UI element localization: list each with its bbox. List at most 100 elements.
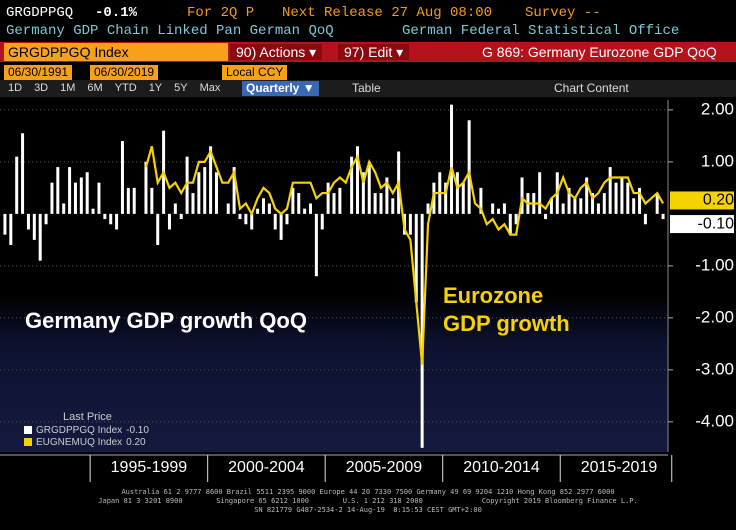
ticker: GRGDPPGQ <box>6 5 74 21</box>
bar <box>26 213 30 230</box>
bar <box>414 213 418 303</box>
bar <box>256 208 260 214</box>
currency[interactable]: Local CCY <box>222 65 288 80</box>
bar <box>267 203 271 214</box>
footer-line: Japan 81 3 3201 8900 Singapore 65 6212 1… <box>98 497 638 505</box>
bar <box>73 182 77 214</box>
bar <box>167 213 171 230</box>
range-button[interactable]: 1M <box>60 82 76 94</box>
range-button[interactable]: Max <box>199 82 221 94</box>
last-value-label: -0.10 <box>698 215 735 232</box>
y-tick-label: 1.00 <box>701 151 734 170</box>
range-bar <box>0 80 736 97</box>
start-date[interactable]: 06/30/1991 <box>4 65 73 80</box>
bar <box>209 146 213 214</box>
bar <box>579 198 583 214</box>
bar <box>461 182 465 214</box>
annotation: Eurozone <box>443 283 543 308</box>
security[interactable]: GRGDPPGQ Index <box>4 43 228 61</box>
bar <box>361 172 365 214</box>
x-period-label: 1995-1999 <box>111 459 188 476</box>
bar <box>285 213 289 225</box>
range-button[interactable]: YTD <box>114 82 137 94</box>
legend-entry: GRGDPPGQ Index -0.10 <box>36 425 149 436</box>
period: For 2Q P <box>187 5 255 21</box>
bar <box>549 198 553 214</box>
bar <box>514 213 518 225</box>
bar <box>561 203 565 214</box>
last-value-box <box>670 215 734 234</box>
bar <box>420 213 424 448</box>
bar <box>109 213 113 225</box>
bar <box>379 193 383 214</box>
bar <box>238 213 242 220</box>
legend-swatch <box>24 426 32 434</box>
bar <box>308 203 312 214</box>
bar <box>467 120 471 214</box>
range-button[interactable]: 1D <box>8 82 23 94</box>
bar <box>191 193 195 214</box>
legend-value: -0.10 <box>126 425 149 436</box>
bar <box>602 193 606 214</box>
chart-content-button[interactable]: Chart Content <box>554 81 629 95</box>
bar <box>291 187 295 214</box>
x-period-label: 2010-2014 <box>463 459 540 476</box>
bar <box>62 203 66 214</box>
bar <box>21 133 25 214</box>
bar <box>203 167 207 214</box>
bar <box>408 213 412 235</box>
bar <box>591 193 595 214</box>
legend-name: EUGNEMUQ Index <box>36 437 122 448</box>
bar <box>126 187 130 214</box>
edit-button[interactable]: 97) Edit ▾ <box>338 44 410 60</box>
bar <box>156 213 160 246</box>
table-button[interactable]: Table <box>352 81 381 95</box>
bar <box>132 187 136 214</box>
bar <box>85 172 89 214</box>
actions-button[interactable]: 90) Actions ▾ <box>230 44 323 60</box>
bar <box>585 177 589 214</box>
bar <box>15 156 19 214</box>
bar <box>214 172 218 214</box>
bar <box>596 203 600 214</box>
range-button[interactable]: 6M <box>87 82 103 94</box>
bar <box>332 193 336 214</box>
bar <box>97 182 101 214</box>
bar <box>68 167 72 214</box>
footer: Australia 61 2 9777 8600 Brazil 5511 239… <box>0 486 736 530</box>
bar <box>491 203 495 214</box>
end-date[interactable]: 06/30/2019 <box>90 65 159 80</box>
bar <box>608 167 612 214</box>
range-button[interactable]: 1Y <box>148 82 163 94</box>
footer-line: Australia 61 2 9777 8600 Brazil 5511 239… <box>121 488 615 496</box>
bar <box>144 161 148 214</box>
bar <box>655 193 659 214</box>
bar <box>179 213 183 220</box>
bar <box>391 198 395 214</box>
bar <box>620 177 624 214</box>
bar <box>497 208 501 214</box>
bar <box>50 182 54 214</box>
bar <box>226 203 230 214</box>
x-period-label: 2005-2009 <box>346 459 423 476</box>
footer-line: SN 821779 G487-2534-2 14-Aug-19 8:15:53 … <box>254 506 482 514</box>
bar <box>444 182 448 214</box>
bar <box>338 187 342 214</box>
legend-name: GRGDPPGQ Index <box>36 425 122 436</box>
range-button[interactable]: 3D <box>34 82 49 94</box>
bar <box>661 213 665 220</box>
bar <box>385 177 389 214</box>
last-value-label: 0.20 <box>703 192 734 209</box>
bar <box>508 213 512 235</box>
last-value-box <box>670 191 734 210</box>
bar <box>626 182 630 214</box>
bar <box>91 208 95 214</box>
bar <box>426 203 430 214</box>
bar <box>250 213 254 230</box>
range-button[interactable]: 5Y <box>174 82 188 94</box>
bar <box>479 187 483 214</box>
y-tick-label: -3.00 <box>695 359 734 378</box>
frequency[interactable]: Quarterly ▼ <box>242 81 319 96</box>
annotation: Germany GDP growth QoQ <box>25 308 307 333</box>
bar <box>9 213 13 246</box>
